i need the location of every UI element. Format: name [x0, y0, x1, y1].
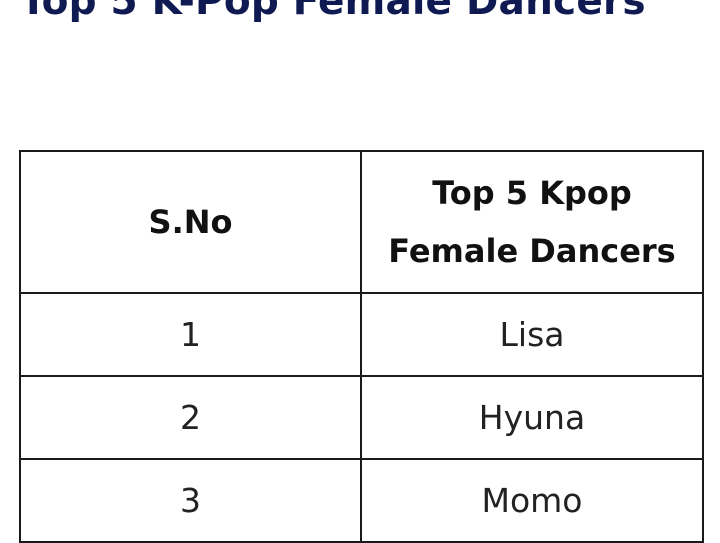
table-row: 3 Momo — [19, 458, 704, 543]
table-body: 1 Lisa 2 Hyuna 3 Momo — [19, 292, 704, 543]
header-dancer-name: Top 5 Kpop Female Dancers — [360, 150, 704, 294]
table-header: S.No Top 5 Kpop Female Dancers — [19, 150, 704, 294]
table-row: 1 Lisa — [19, 292, 704, 377]
table-header-row: S.No Top 5 Kpop Female Dancers — [19, 150, 704, 294]
cell-sno: 3 — [19, 458, 362, 543]
cell-sno: 1 — [19, 292, 362, 377]
cell-dancer-name: Hyuna — [360, 375, 704, 460]
header-sno: S.No — [19, 150, 362, 294]
dancers-table: S.No Top 5 Kpop Female Dancers 1 Lisa 2 … — [19, 150, 704, 543]
cell-sno: 2 — [19, 375, 362, 460]
article-title: Top 5 K-Pop Female Dancers — [20, 0, 646, 24]
cell-dancer-name: Lisa — [360, 292, 704, 377]
dancers-table-container: S.No Top 5 Kpop Female Dancers 1 Lisa 2 … — [19, 150, 704, 543]
cell-dancer-name: Momo — [360, 458, 704, 543]
table-row: 2 Hyuna — [19, 375, 704, 460]
